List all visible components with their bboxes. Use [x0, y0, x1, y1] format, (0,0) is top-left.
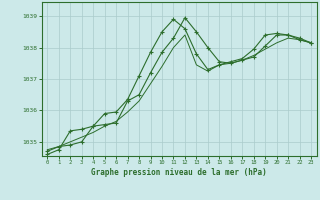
X-axis label: Graphe pression niveau de la mer (hPa): Graphe pression niveau de la mer (hPa) [91, 168, 267, 177]
